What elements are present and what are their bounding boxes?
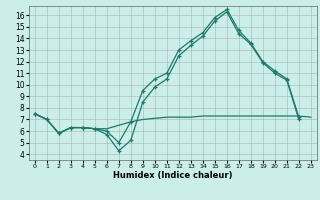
X-axis label: Humidex (Indice chaleur): Humidex (Indice chaleur) [113,171,233,180]
